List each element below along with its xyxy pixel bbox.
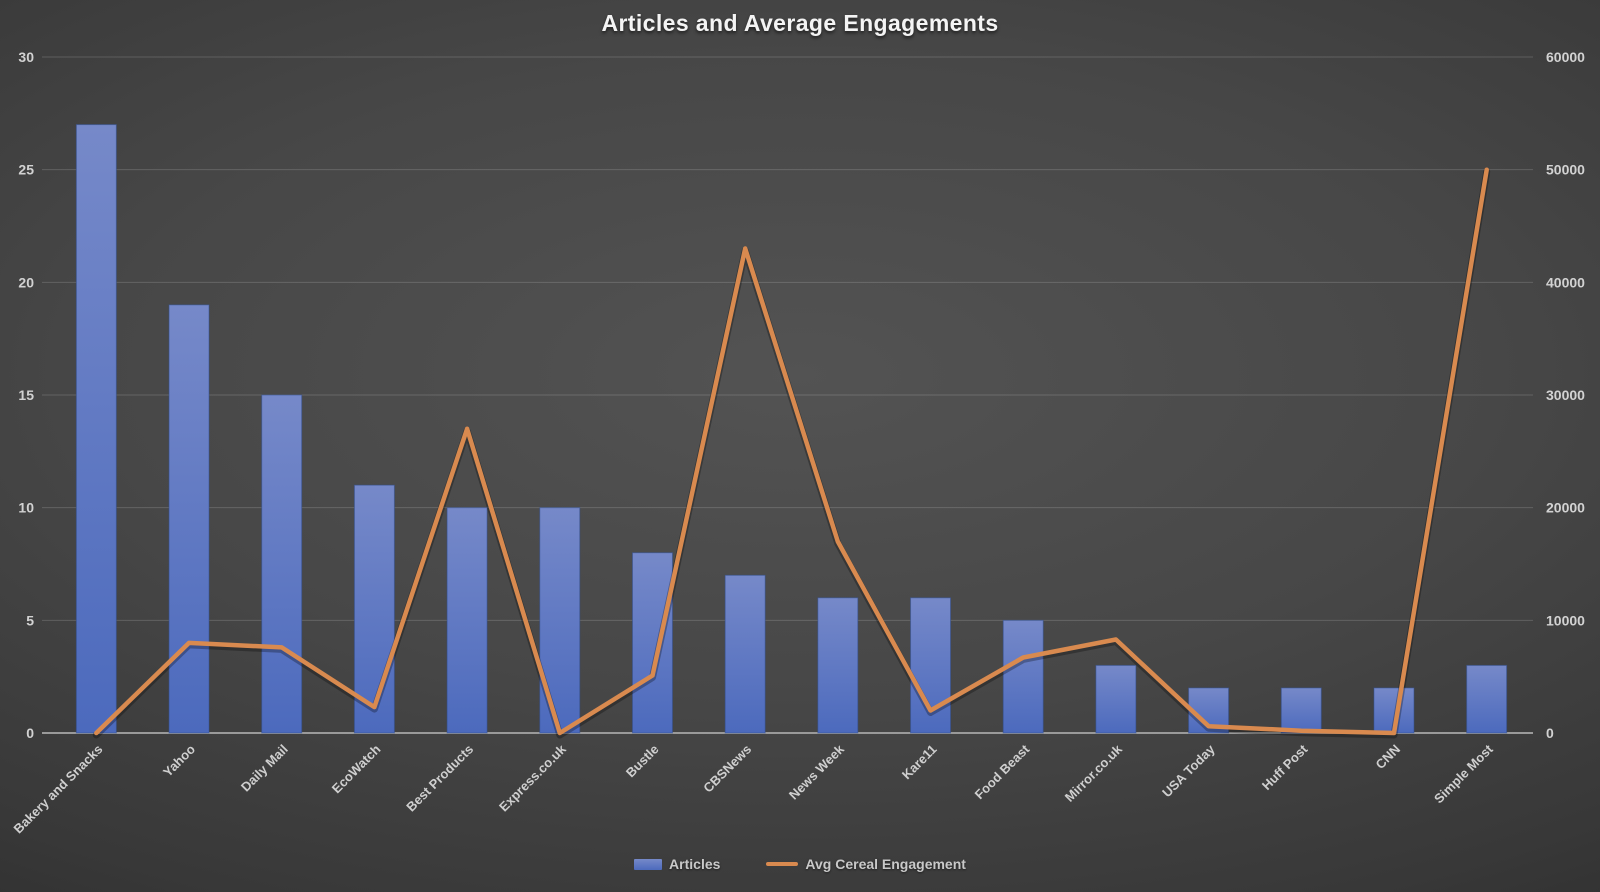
axis-labels: 0 0 5 10000 10 20000 15 30000 20 40000 25 50000 30 60…: [11, 49, 1586, 836]
category-label-cbsnews: CBSNews: [700, 742, 754, 796]
right-axis-tick: 0: [1546, 725, 1554, 741]
category-label-usa-today: USA Today: [1159, 741, 1218, 800]
bar-cbsnews: [724, 574, 766, 734]
right-axis-tick: 40000: [1546, 274, 1585, 290]
chart-legend: Articles Avg Cereal Engagement: [0, 856, 1600, 872]
category-label-mirror-co-uk: Mirror.co.uk: [1062, 741, 1126, 805]
category-label-daily-mail: Daily Mail: [238, 742, 291, 795]
left-axis-tick: 0: [26, 725, 34, 741]
articles-bars: [75, 124, 1508, 734]
category-label-bakery-and-snacks: Bakery and Snacks: [11, 742, 106, 837]
left-axis-tick: 5: [26, 612, 34, 628]
legend-label-articles: Articles: [669, 856, 721, 872]
bar-ecowatch: [353, 484, 395, 734]
bar-best-products: [446, 507, 488, 734]
left-axis-tick: 30: [18, 49, 34, 65]
category-label-bustle: Bustle: [623, 742, 662, 781]
chart-title: Articles and Average Engagements: [601, 10, 999, 36]
left-axis-tick: 15: [18, 387, 34, 403]
category-label-simple-most: Simple Most: [1431, 741, 1496, 806]
articles-bar-swatch: [634, 858, 663, 870]
category-label-express-co-uk: Express.co.uk: [496, 741, 569, 814]
bar-news-week: [817, 597, 859, 734]
left-axis-tick: 10: [18, 500, 34, 516]
right-axis-tick: 30000: [1546, 387, 1585, 403]
left-axis-tick: 25: [18, 162, 34, 178]
category-label-ecowatch: EcoWatch: [329, 741, 384, 796]
legend-item-engagement: Avg Cereal Engagement: [766, 856, 966, 872]
category-label-kare11: Kare11: [899, 742, 940, 783]
right-axis-tick: 50000: [1546, 162, 1585, 178]
bar-daily-mail: [261, 394, 303, 734]
category-label-cnn: CNN: [1373, 742, 1404, 773]
right-axis-tick: 10000: [1546, 612, 1585, 628]
bar-bakery-and-snacks: [75, 124, 117, 734]
legend-label-engagement: Avg Cereal Engagement: [805, 856, 966, 872]
bar-yahoo: [168, 304, 210, 734]
category-label-food-beast: Food Beast: [972, 741, 1033, 802]
bar-bustle: [631, 552, 673, 734]
bar-food-beast: [1002, 619, 1044, 734]
engagement-line-swatch: [766, 862, 799, 866]
left-axis-tick: 20: [18, 274, 34, 290]
category-label-best-products: Best Products: [403, 742, 476, 815]
bar-mirror-co-uk: [1095, 664, 1137, 734]
avg-cereal-engagement-line: [94, 167, 1489, 736]
category-label-huff-post: Huff Post: [1259, 741, 1311, 793]
right-axis-tick: 60000: [1546, 49, 1585, 65]
category-label-news-week: News Week: [786, 741, 848, 803]
category-label-yahoo: Yahoo: [160, 741, 198, 779]
bar-simple-most: [1466, 664, 1508, 734]
right-axis-tick: 20000: [1546, 500, 1585, 516]
legend-item-articles: Articles: [634, 856, 720, 872]
bar-huff-post: [1280, 687, 1322, 734]
engagement-line: [92, 167, 1491, 739]
